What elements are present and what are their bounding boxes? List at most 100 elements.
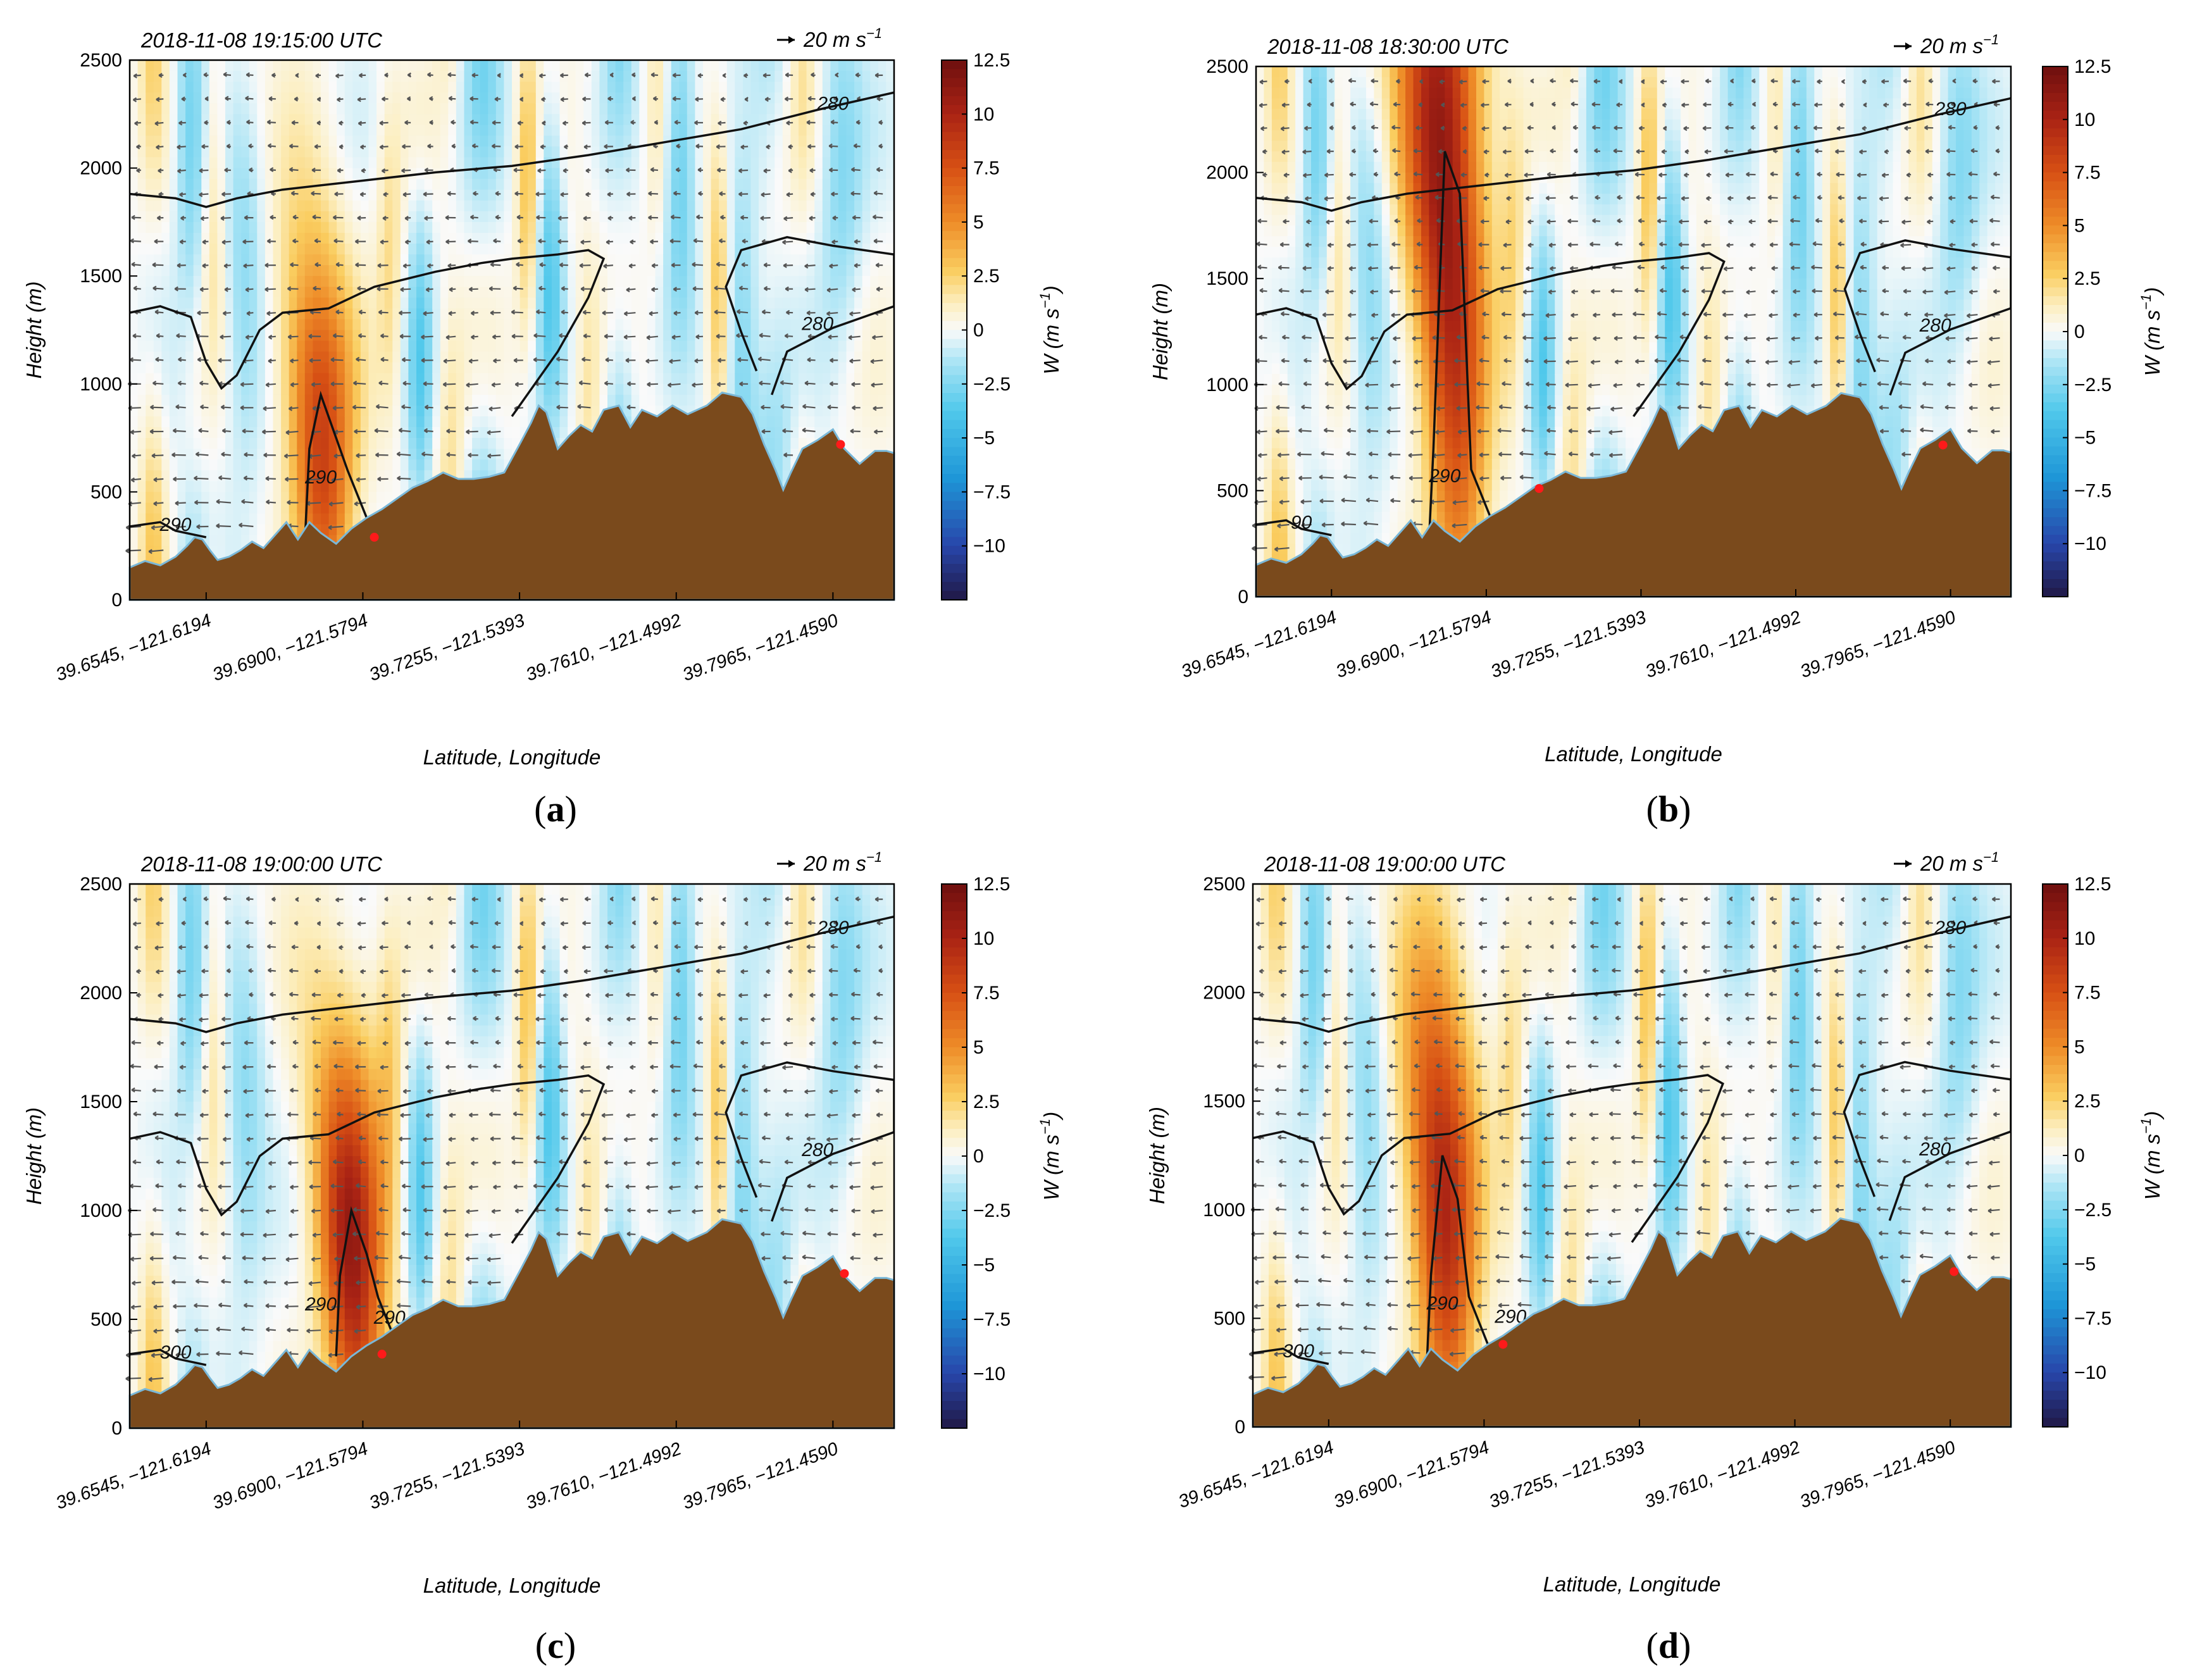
colorbar-label: W (m s−1) [2138,287,2164,376]
colorbar-tick-label: 5 [2074,1036,2085,1057]
colorbar-tick-label: 0 [973,320,984,341]
y-tick-label: 0 [1235,1417,1245,1438]
colorbar-tick-label: −7.5 [2074,1308,2112,1329]
contour-label: 280 [816,918,849,938]
theta-contours [130,915,894,1366]
y-tick-label: 0 [1238,587,1248,607]
x-axis-label: Latitude, Longitude [1543,1572,1721,1596]
colorbar-tick-label: 12.5 [973,874,1010,895]
vector-key-arrowhead [788,36,795,44]
y-tick-label: 500 [90,1309,122,1330]
plot-area: 280 280 290 290 [125,60,895,601]
terrain [128,1218,895,1429]
theta-contours [1253,915,2011,1366]
y-tick-label: 500 [1214,1308,1245,1329]
site-marker-0 [1498,1340,1508,1349]
wind-vectors [125,895,883,1382]
axes-frame [1255,65,2012,598]
panel-d: 280 280 290 300 290 0 500 1000 1500 2000 2500 39.65… [1101,840,2202,1679]
y-tick-label: 2000 [80,158,122,179]
contour-line-0 [130,91,894,208]
theta-contours [1256,97,2011,537]
wind-vectors [125,72,883,554]
colorbar-label: W (m s−1) [1037,285,1063,375]
colorbar [2042,883,2068,1428]
contour-line-3 [130,521,207,538]
colorbar-tick-label: 5 [973,212,984,233]
colorbar-tick-label: 0 [2074,321,2085,342]
contour-label: 90 [1291,513,1312,533]
colorbar-tick-label: 7.5 [2074,163,2101,184]
contour-line-2 [1843,1061,2011,1221]
colorbar-tick-label: 10 [973,104,994,125]
panel-label-a: (a) [492,788,619,830]
contour-line-2 [725,236,894,395]
vector-key-label: 20 m s−1 [1920,32,1999,58]
axes-frame [128,59,895,601]
contour-line-1 [130,249,606,418]
y-tick-label: 1000 [1203,1200,1245,1221]
y-tick-label: 0 [111,590,122,611]
colorbar-label: W (m s−1) [2138,1111,2164,1200]
contour-plume [335,1206,399,1357]
x-tick-label: 39.7255, −121.5393 [1488,607,1649,683]
y-axis-label: Height (m) [22,1107,46,1205]
y-tick-label: 2000 [80,983,122,1004]
contour-label: 290 [304,467,337,488]
y-axis-label: Height (m) [22,281,46,378]
vector-key-arrowhead [1905,42,1912,50]
colorbar-label: W (m s−1) [1037,1112,1063,1201]
colorbar [2042,66,2068,597]
colorbar-tick-label: −5 [973,1255,995,1276]
colorbar-tick-label: −2.5 [973,374,1011,395]
x-tick-label: 39.7610, −121.4992 [1642,1438,1803,1513]
panel-a: 280 280 290 290 0 500 1000 1500 2000 2500 39.6545,… [0,0,1101,840]
timestamp-title: 2018-11-08 19:00:00 UTC [140,852,383,876]
y-tick-label: 1500 [1206,268,1248,289]
colorbar-tick-label: 12.5 [2074,874,2111,895]
x-tick-label: 39.6900, −121.5794 [210,611,371,686]
colorbar-tick-label: −2.5 [2074,1200,2112,1221]
contour-label: 280 [1919,315,1951,336]
panel-label-b: (b) [1605,788,1732,830]
colorbar-tick-label: 12.5 [2074,56,2111,77]
y-tick-label: 500 [90,482,122,502]
colorbar [941,59,967,600]
colorbar-tick-label: −5 [2074,1254,2096,1275]
contour-line-3 [130,1348,207,1366]
site-marker-0 [370,533,379,542]
x-tick-label: 39.7610, −121.4992 [523,1439,684,1514]
vector-key-label: 20 m s−1 [1920,849,1999,875]
y-tick-label: 0 [111,1418,122,1439]
x-tick-label: 39.7965, −121.4590 [1798,607,1958,683]
panel-label-c: (c) [492,1624,619,1667]
contour-label: 280 [801,1140,833,1160]
contour-line-0 [1253,915,2011,1033]
site-marker-0 [377,1350,387,1359]
colorbar-tick-label: 10 [2074,109,2095,130]
colorbar-tick-label: 10 [973,928,994,949]
contour-line-0 [130,915,894,1033]
colorbar-tick-label: 0 [2074,1145,2085,1166]
site-marker-1 [836,440,845,449]
contour-line-3 [1253,1347,1329,1366]
x-tick-label: 39.6545, −121.6194 [1176,1438,1336,1513]
wind-vectors [1252,78,2000,552]
y-tick-label: 1000 [80,1200,122,1221]
contour-label: 290 [159,514,191,535]
contour-line-1 [1256,252,1726,418]
contour-label: 280 [1934,918,1966,938]
colorbar-tick-label: −7.5 [973,1309,1011,1330]
colorbar-tick-label: −7.5 [2074,480,2112,501]
contour-label: 280 [1919,1139,1951,1160]
contour-label: 280 [816,93,849,114]
y-tick-label: 2000 [1206,163,1248,184]
contour-line-2 [725,1061,894,1222]
cross-section-chart-c: 2802802903002900500100015002000250039.65… [22,849,1063,1597]
panel-c: 280 280 290 300 290 0 500 1000 1500 2000 2500 39.65… [0,840,1101,1679]
x-axis-label: Latitude, Longitude [1545,742,1722,766]
wind-vectors [1248,895,2000,1381]
colorbar-tick-label: 2.5 [973,266,1000,287]
x-tick-label: 39.7255, −121.5393 [1486,1438,1647,1513]
